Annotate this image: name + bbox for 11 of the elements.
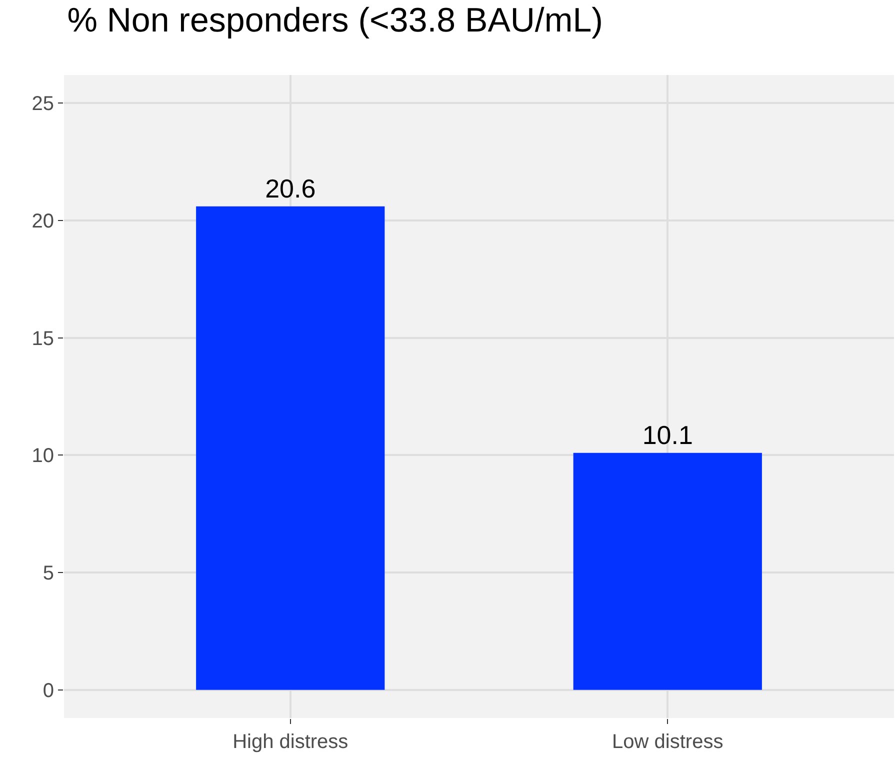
y-tick-label: 20 (32, 210, 54, 232)
data-label: 10.1 (642, 420, 693, 450)
y-tick-label: 5 (42, 562, 54, 584)
y-tick-label: 0 (42, 680, 54, 702)
x-tick-label: Low distress (612, 731, 724, 753)
x-tick-label: High distress (232, 731, 348, 753)
chart-title: % Non responders (<33.8 BAU/mL) (67, 1, 603, 40)
y-tick-label: 25 (32, 93, 54, 116)
data-label: 20.6 (265, 173, 316, 204)
y-tick-label: 15 (32, 328, 54, 350)
y-tick-label: 10 (32, 445, 54, 468)
